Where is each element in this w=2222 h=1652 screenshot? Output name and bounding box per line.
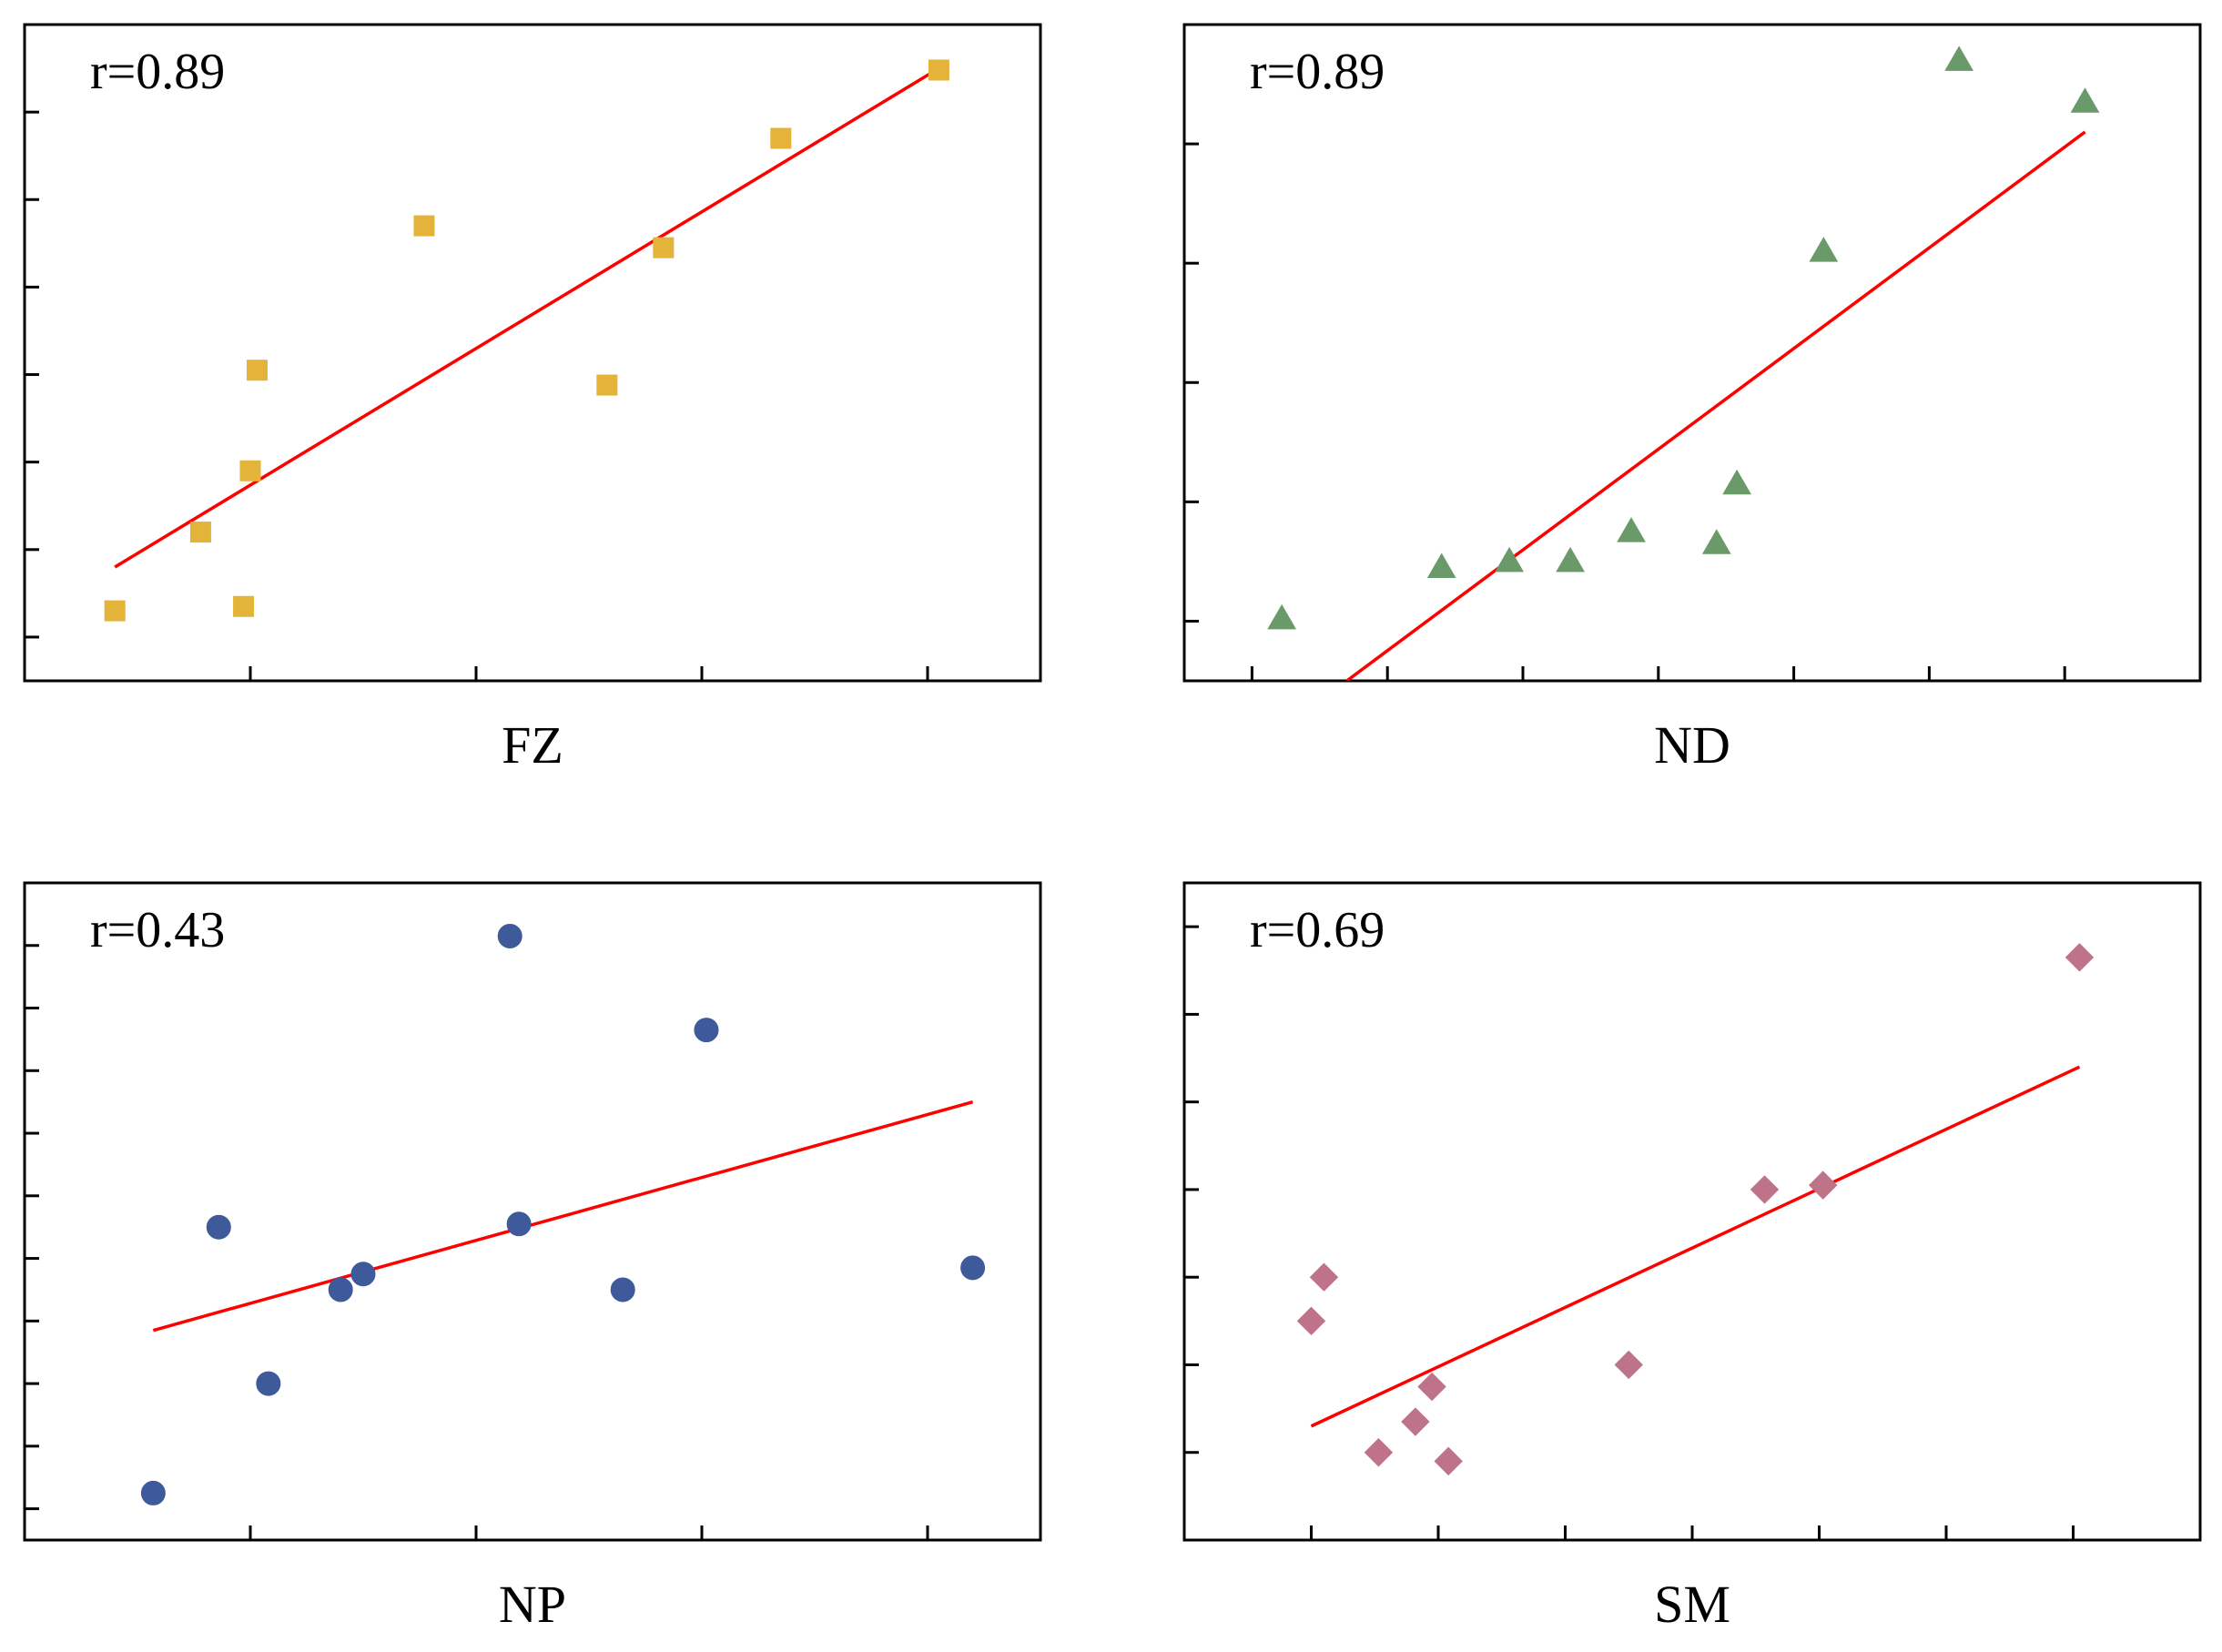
data-point xyxy=(1417,1372,1446,1402)
data-point xyxy=(1296,1306,1326,1336)
data-point xyxy=(328,1277,353,1302)
x-axis-label: FZ xyxy=(502,715,563,775)
data-point xyxy=(770,127,792,149)
correlation-label: r=0.69 xyxy=(1250,902,1385,958)
plot-frame xyxy=(23,23,1042,683)
data-point xyxy=(1617,517,1646,542)
data-point xyxy=(1495,546,1524,573)
data-point xyxy=(1809,237,1839,262)
regression-line xyxy=(1345,130,2086,681)
data-point xyxy=(1401,1407,1430,1436)
data-point xyxy=(1808,1171,1838,1200)
plot-frame xyxy=(23,881,1042,1542)
data-point xyxy=(1701,529,1731,554)
data-point xyxy=(104,600,126,622)
plot-frame xyxy=(1182,881,2202,1542)
correlation-label: r=0.89 xyxy=(1250,44,1385,100)
regression-line xyxy=(114,66,940,569)
correlation-label: r=0.43 xyxy=(90,902,225,958)
data-point xyxy=(1556,546,1585,573)
data-point xyxy=(140,1480,166,1505)
data-point xyxy=(2070,87,2100,113)
data-point xyxy=(610,1277,635,1302)
data-point xyxy=(1309,1262,1339,1292)
regression-line xyxy=(152,1100,974,1333)
data-point xyxy=(350,1262,376,1287)
data-point xyxy=(653,237,675,258)
correlation-label: r=0.89 xyxy=(90,44,225,100)
x-axis-label: ND xyxy=(1654,715,1730,775)
data-point xyxy=(1434,1446,1463,1476)
data-point xyxy=(1364,1438,1394,1467)
data-point xyxy=(256,1371,281,1396)
data-point xyxy=(239,460,261,481)
panel-fz: r=0.89 FZ xyxy=(23,23,1042,775)
data-point xyxy=(960,1255,986,1281)
data-point xyxy=(206,1214,231,1240)
x-axis-label: NP xyxy=(499,1575,566,1634)
data-point xyxy=(233,595,255,617)
data-point xyxy=(1750,1175,1780,1204)
data-point xyxy=(413,215,435,237)
data-point xyxy=(246,360,268,381)
panel-nd: r=0.89 ND xyxy=(1182,23,2202,775)
panel-np: r=0.43 NP xyxy=(23,881,1042,1634)
panel-sm: r=0.69 SM xyxy=(1182,881,2202,1634)
data-point xyxy=(189,522,211,543)
regression-line xyxy=(1310,1065,2081,1428)
data-point xyxy=(1426,552,1456,578)
data-point xyxy=(506,1211,532,1237)
data-point xyxy=(1267,603,1297,630)
x-axis-label: SM xyxy=(1654,1575,1730,1634)
data-point xyxy=(1722,469,1751,495)
data-point xyxy=(694,1018,719,1043)
plot-frame xyxy=(1182,23,2202,683)
data-point xyxy=(497,923,523,948)
data-point xyxy=(928,59,949,81)
data-point xyxy=(596,374,618,396)
data-point xyxy=(1614,1350,1643,1380)
data-point xyxy=(1944,46,1974,71)
data-point xyxy=(2065,943,2095,972)
